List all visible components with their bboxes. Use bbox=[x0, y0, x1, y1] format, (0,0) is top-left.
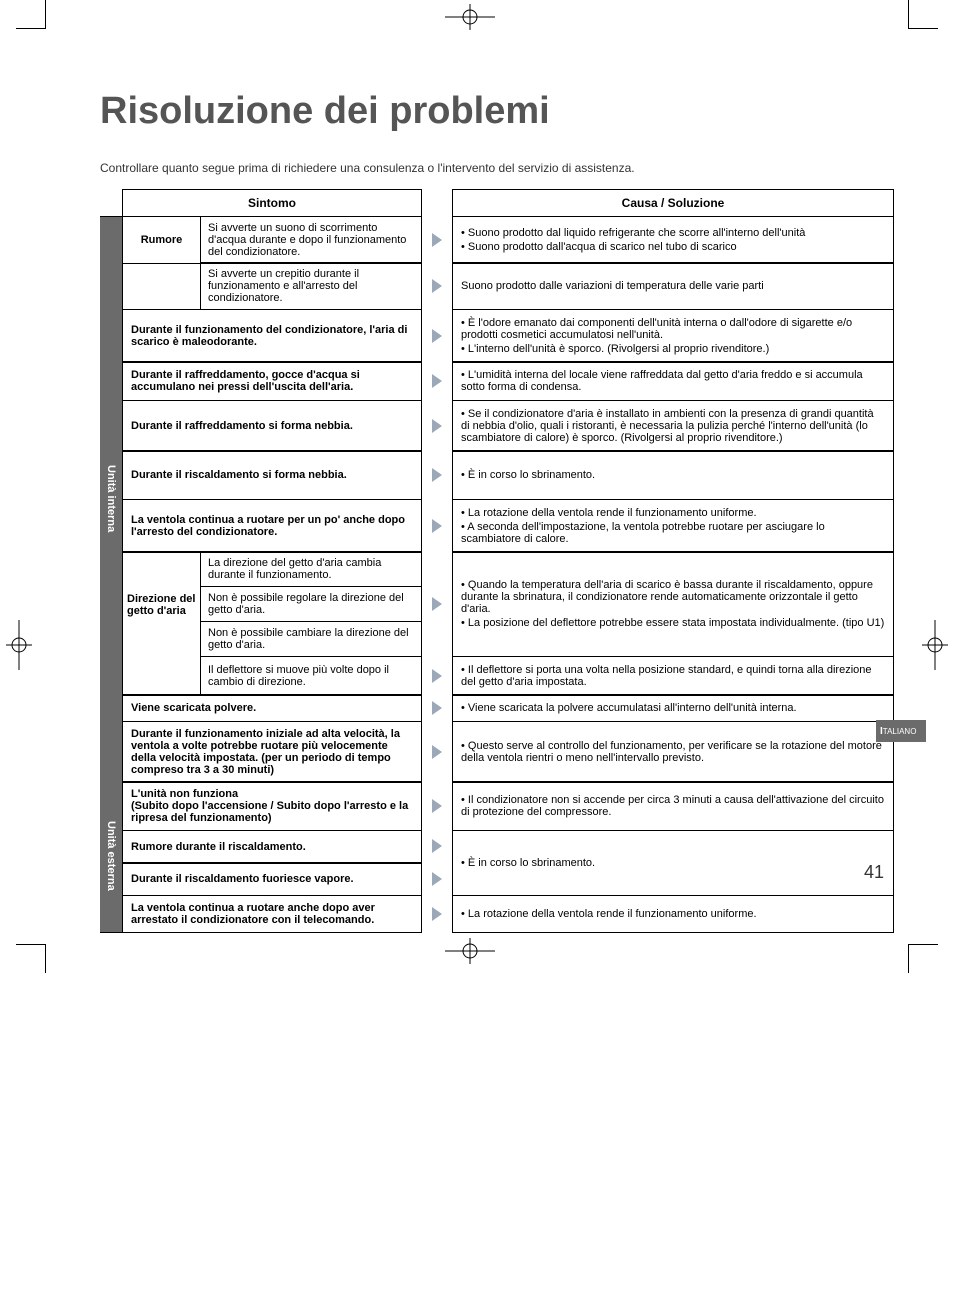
cause-cell: • Viene scaricata la polvere accumulatas… bbox=[452, 694, 894, 722]
cause-cell: • Questo serve al controllo del funziona… bbox=[452, 721, 894, 783]
cause-cell: Suono prodotto dalle variazioni di tempe… bbox=[452, 262, 894, 310]
header-cause: Causa / Soluzione bbox=[452, 189, 894, 217]
symptom-cell: Durante il riscaldamento si forma nebbia… bbox=[122, 450, 422, 500]
symptom-cell: La direzione del getto d'aria cambia dur… bbox=[200, 551, 422, 586]
registration-mark bbox=[922, 620, 948, 675]
crop-mark bbox=[908, 944, 938, 945]
symptom-cell: L'unità non funziona (Subito dopo l'acce… bbox=[122, 781, 422, 831]
crop-mark bbox=[45, 0, 46, 29]
arrow-icon bbox=[432, 799, 442, 813]
page-number: 41 bbox=[864, 862, 884, 883]
arrow-icon bbox=[432, 279, 442, 293]
registration-mark bbox=[445, 4, 495, 35]
arrow-icon bbox=[432, 745, 442, 759]
cause-cell: • È in corso lo sbrinamento. bbox=[452, 830, 894, 897]
symptom-cell: Durante il raffreddamento, gocce d'acqua… bbox=[122, 361, 422, 401]
cause-cell: • Se il condizionatore d'aria è installa… bbox=[452, 400, 894, 452]
arrow-icon bbox=[432, 329, 442, 343]
label-direzione: Direzione del getto d'aria bbox=[122, 551, 200, 657]
arrow-icon bbox=[432, 597, 442, 611]
symptom-cell: Viene scaricata polvere. bbox=[122, 694, 422, 722]
side-label-esterna: Unità esterna bbox=[100, 781, 122, 933]
symptom-cell: La ventola continua a ruotare anche dopo… bbox=[122, 895, 422, 933]
cause-cell: • Quando la temperatura dell'aria di sca… bbox=[452, 551, 894, 657]
cause-cell: • Il deflettore si porta una volta nella… bbox=[452, 656, 894, 696]
crop-mark bbox=[908, 944, 909, 973]
cause-cell: • È in corso lo sbrinamento. bbox=[452, 450, 894, 500]
cause-cell: • La rotazione della ventola rende il fu… bbox=[452, 499, 894, 553]
arrow-icon bbox=[432, 419, 442, 433]
label-rumore: Rumore bbox=[122, 216, 200, 264]
header-symptom: Sintomo bbox=[122, 189, 422, 217]
cause-cell: • Il condizionatore non si accende per c… bbox=[452, 781, 894, 831]
symptom-cell: Non è possibile cambiare la direzione de… bbox=[200, 621, 422, 657]
arrow-icon bbox=[432, 233, 442, 247]
arrow-icon bbox=[432, 468, 442, 482]
symptom-cell: Durante il funzionamento del condizionat… bbox=[122, 309, 422, 363]
arrow-icon bbox=[432, 839, 442, 853]
language-tab: ITALIANO bbox=[876, 720, 926, 742]
symptom-cell: Si avverte un crepitio durante il funzio… bbox=[200, 262, 422, 310]
crop-mark bbox=[45, 944, 46, 973]
cause-cell: • L'umidità interna del locale viene raf… bbox=[452, 361, 894, 401]
arrow-icon bbox=[432, 907, 442, 921]
symptom-cell: Durante il funzionamento iniziale ad alt… bbox=[122, 721, 422, 783]
crop-mark bbox=[16, 28, 46, 29]
registration-mark bbox=[6, 620, 32, 675]
arrow-icon bbox=[432, 374, 442, 388]
registration-mark bbox=[445, 938, 495, 969]
arrow-icon bbox=[432, 872, 442, 886]
crop-mark bbox=[908, 28, 938, 29]
crop-mark bbox=[908, 0, 909, 29]
cause-cell: • Suono prodotto dal liquido refrigerant… bbox=[452, 216, 894, 264]
symptom-cell: Durante il raffreddamento si forma nebbi… bbox=[122, 400, 422, 452]
cause-cell: • La rotazione della ventola rende il fu… bbox=[452, 895, 894, 933]
symptom-cell: Rumore durante il riscaldamento. bbox=[122, 830, 422, 864]
page-title: Risoluzione dei problemi bbox=[100, 90, 894, 133]
symptom-cell: La ventola continua a ruotare per un po'… bbox=[122, 499, 422, 553]
arrow-icon bbox=[432, 519, 442, 533]
arrow-icon bbox=[432, 669, 442, 683]
arrow-icon bbox=[432, 701, 442, 715]
intro-text: Controllare quanto segue prima di richie… bbox=[100, 161, 894, 175]
symptom-cell: Si avverte un suono di scorrimento d'acq… bbox=[200, 216, 422, 264]
symptom-cell: Non è possibile regolare la direzione de… bbox=[200, 586, 422, 621]
crop-mark bbox=[16, 944, 46, 945]
cause-cell: • È l'odore emanato dai componenti dell'… bbox=[452, 309, 894, 363]
side-label-interna: Unità interna bbox=[100, 216, 122, 783]
symptom-cell: Il deflettore si muove più volte dopo il… bbox=[200, 656, 422, 696]
symptom-cell: Durante il riscaldamento fuoriesce vapor… bbox=[122, 862, 422, 896]
